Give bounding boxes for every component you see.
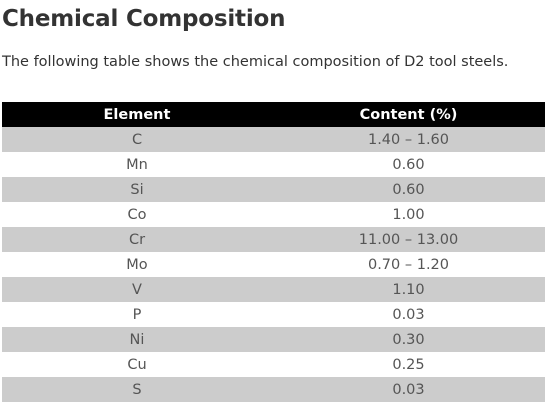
element-cell: V xyxy=(2,277,272,302)
content-cell: 1.00 xyxy=(272,202,545,227)
page-title: Chemical Composition xyxy=(2,6,286,32)
table-row: Mo 0.70 – 1.20 xyxy=(2,252,545,277)
content-cell: 0.03 xyxy=(272,302,545,327)
table-row: S 0.03 xyxy=(2,377,545,402)
element-cell: Ni xyxy=(2,327,272,352)
table-row: C 1.40 – 1.60 xyxy=(2,127,545,152)
intro-paragraph: The following table shows the chemical c… xyxy=(2,54,509,70)
content-cell: 0.30 xyxy=(272,327,545,352)
content-cell: 0.25 xyxy=(272,352,545,377)
content-cell: 0.03 xyxy=(272,377,545,402)
table-row: Co 1.00 xyxy=(2,202,545,227)
element-cell: Cu xyxy=(2,352,272,377)
element-cell: Mn xyxy=(2,152,272,177)
element-cell: S xyxy=(2,377,272,402)
element-cell: Co xyxy=(2,202,272,227)
table-row: Cr 11.00 – 13.00 xyxy=(2,227,545,252)
column-header-element: Element xyxy=(2,102,272,127)
content-cell: 0.70 – 1.20 xyxy=(272,252,545,277)
table-row: P 0.03 xyxy=(2,302,545,327)
content-cell: 1.40 – 1.60 xyxy=(272,127,545,152)
content-cell: 1.10 xyxy=(272,277,545,302)
table-row: Cu 0.25 xyxy=(2,352,545,377)
table-row: Si 0.60 xyxy=(2,177,545,202)
element-cell: P xyxy=(2,302,272,327)
content-cell: 0.60 xyxy=(272,152,545,177)
element-cell: Mo xyxy=(2,252,272,277)
element-cell: Cr xyxy=(2,227,272,252)
element-cell: C xyxy=(2,127,272,152)
element-cell: Si xyxy=(2,177,272,202)
table-row: V 1.10 xyxy=(2,277,545,302)
table-row: Mn 0.60 xyxy=(2,152,545,177)
content-cell: 11.00 – 13.00 xyxy=(272,227,545,252)
composition-table: Element Content (%) C 1.40 – 1.60 Mn 0.6… xyxy=(2,102,545,402)
table-row: Ni 0.30 xyxy=(2,327,545,352)
table-header-row: Element Content (%) xyxy=(2,102,545,127)
column-header-content: Content (%) xyxy=(272,102,545,127)
content-cell: 0.60 xyxy=(272,177,545,202)
